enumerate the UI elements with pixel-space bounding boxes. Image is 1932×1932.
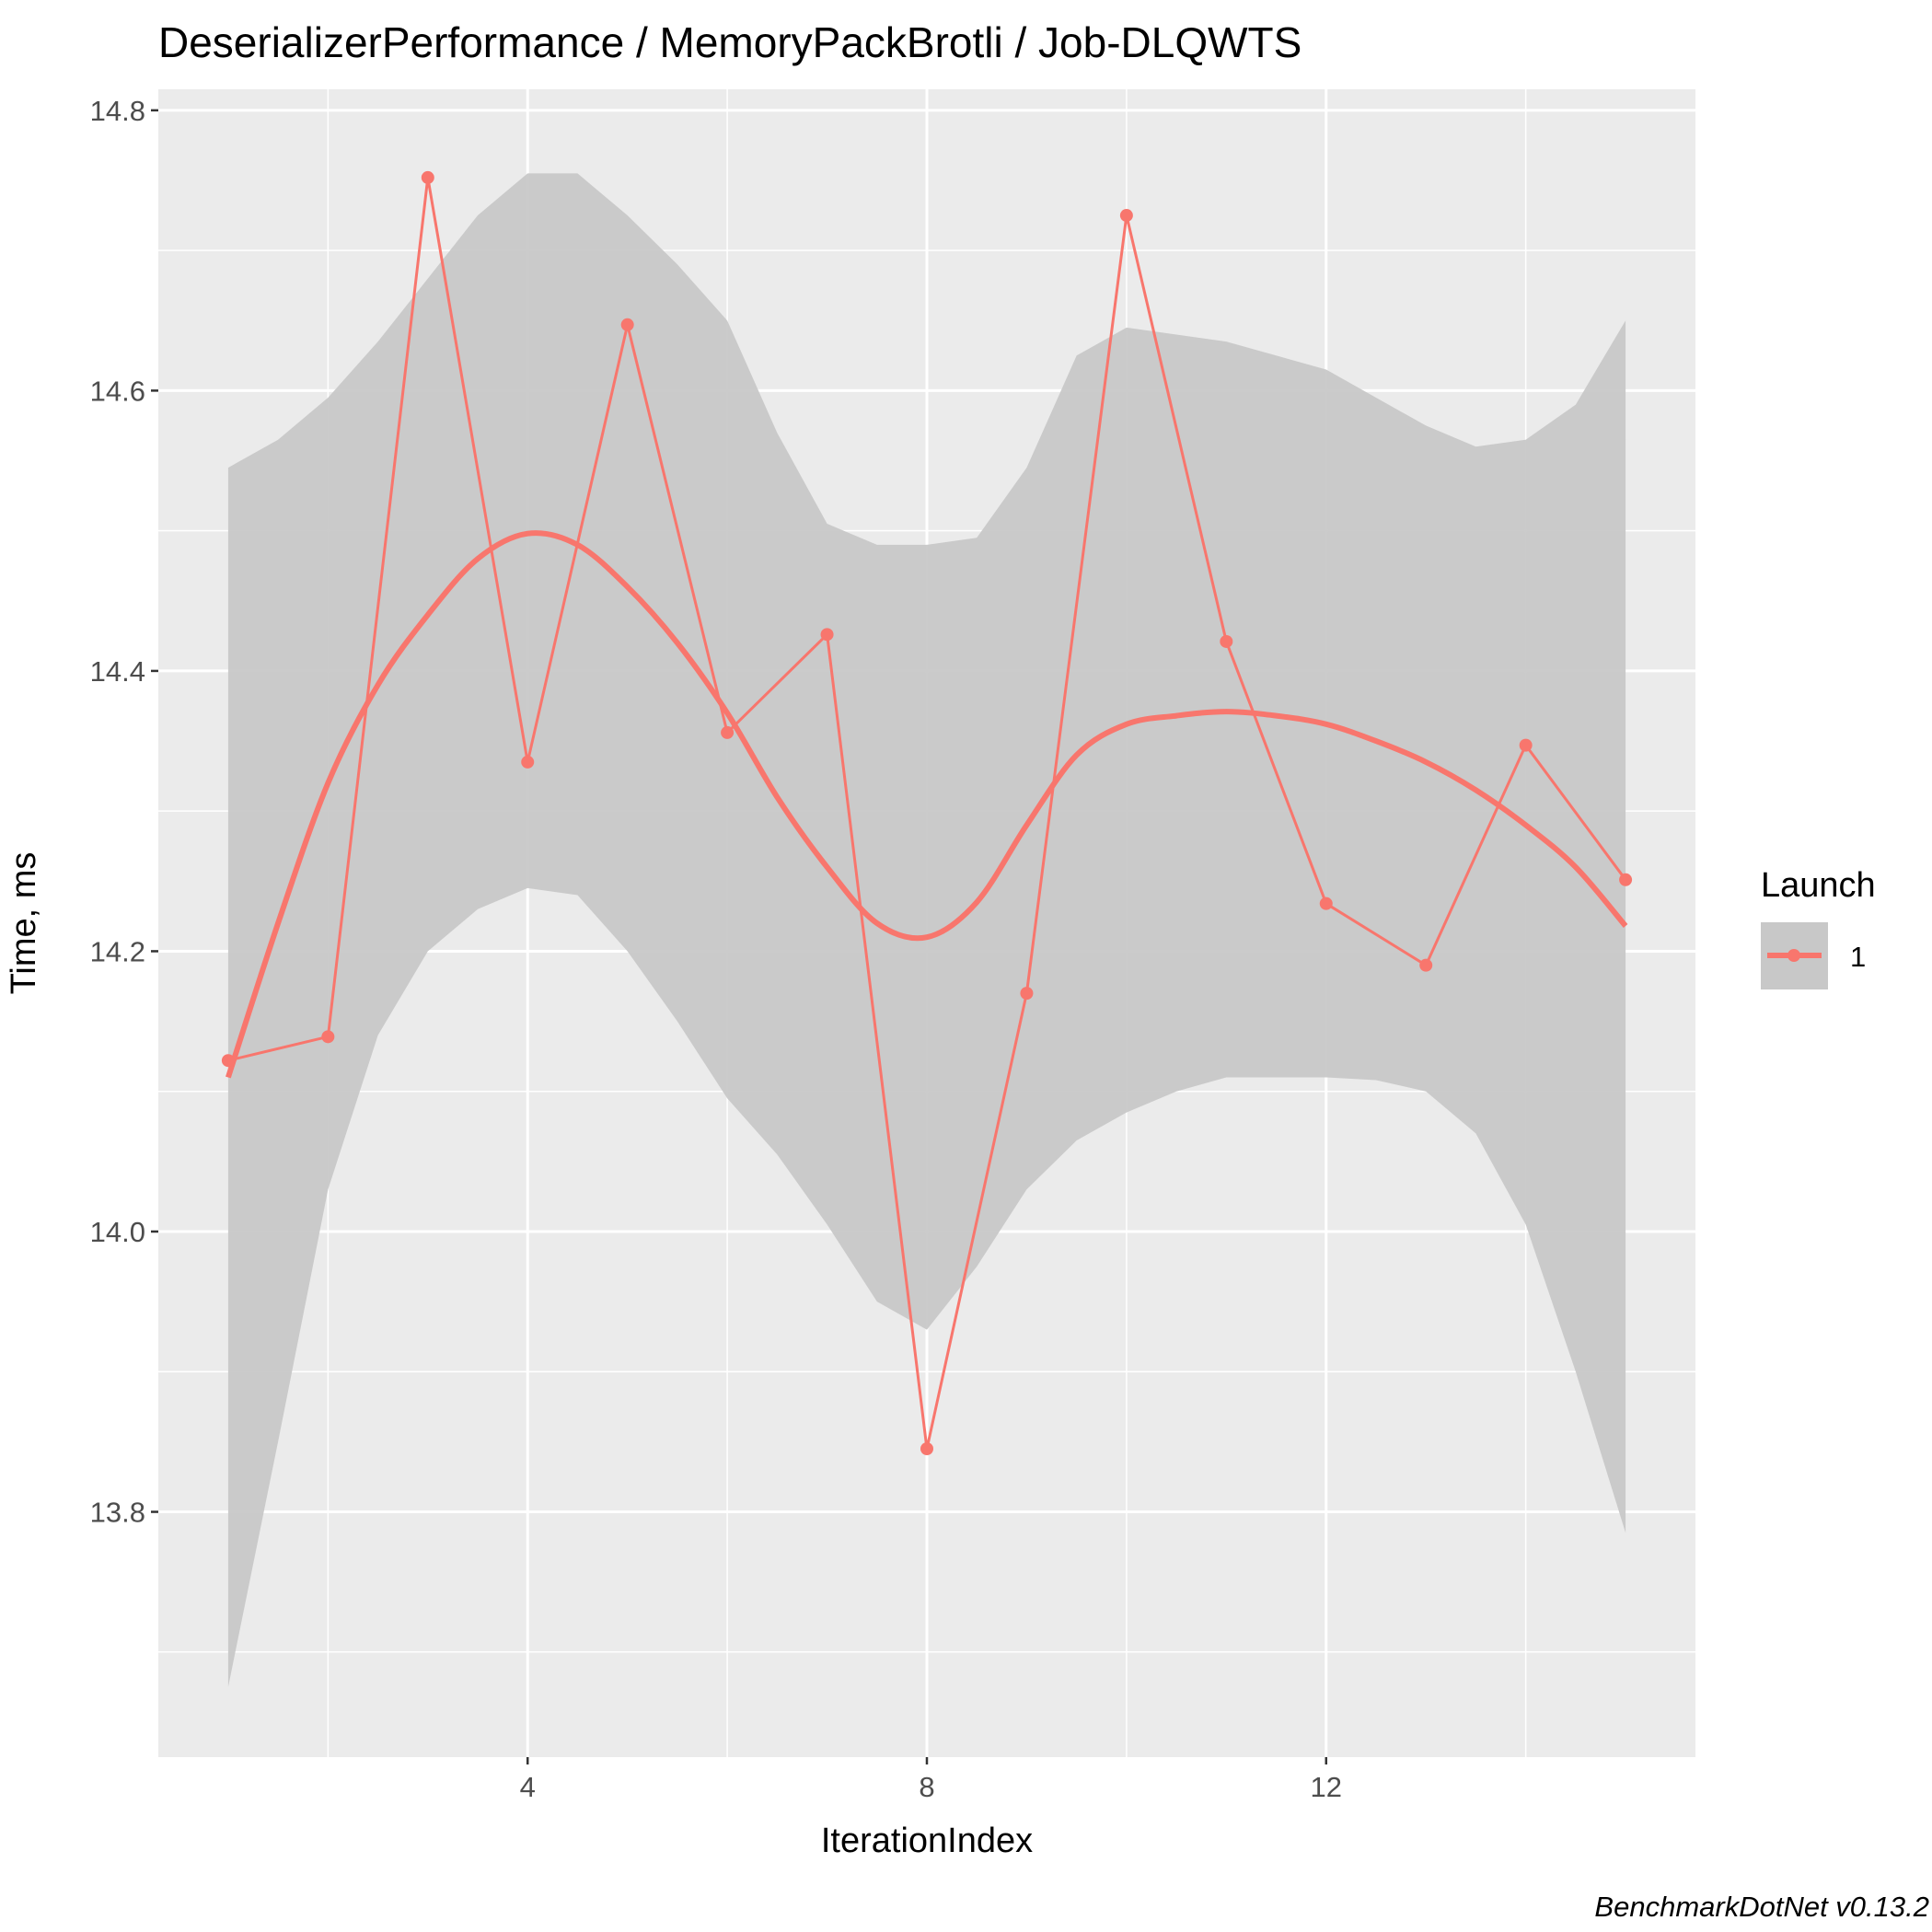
data-point xyxy=(1020,987,1034,1001)
confidence-band xyxy=(227,173,1626,1687)
data-point xyxy=(421,170,434,184)
y-tick-label: 14.0 xyxy=(90,1216,145,1248)
legend: Launch 1 xyxy=(1761,866,1876,989)
y-tick-label: 13.8 xyxy=(90,1497,145,1529)
x-axis-ticks: 4 8 12 xyxy=(520,1757,1342,1803)
data-point xyxy=(920,1442,933,1456)
data-point xyxy=(1619,873,1633,886)
legend-key-point xyxy=(1787,949,1800,962)
y-axis-ticks: 13.8 14.0 14.2 14.4 14.6 14.8 xyxy=(90,95,158,1529)
data-point xyxy=(521,755,535,769)
data-point xyxy=(620,318,634,331)
data-point xyxy=(721,725,735,739)
y-tick-label: 14.6 xyxy=(90,375,145,407)
legend-title: Launch xyxy=(1761,866,1876,905)
caption: BenchmarkDotNet v0.13.2 xyxy=(1594,1891,1929,1923)
y-axis-title: Time, ms xyxy=(5,852,43,995)
chart-title: DeserializerPerformance / MemoryPackBrot… xyxy=(158,18,1301,66)
data-point xyxy=(1419,958,1433,972)
y-tick-label: 14.2 xyxy=(90,935,145,967)
y-tick-label: 14.8 xyxy=(90,95,145,127)
smooth-line-1 xyxy=(226,530,1628,1079)
data-point xyxy=(1519,738,1533,752)
x-tick-label: 12 xyxy=(1311,1771,1342,1803)
x-axis-title: IterationIndex xyxy=(821,1822,1033,1860)
data-point xyxy=(221,1054,235,1068)
data-point xyxy=(1119,209,1133,223)
data-point xyxy=(1319,897,1333,910)
x-tick-label: 4 xyxy=(520,1771,536,1803)
legend-label: 1 xyxy=(1850,941,1866,973)
data-point xyxy=(1220,634,1233,648)
data-point xyxy=(820,628,834,642)
x-tick-label: 8 xyxy=(919,1771,934,1803)
data-points xyxy=(221,170,1633,1456)
data-point xyxy=(321,1030,335,1044)
y-tick-label: 14.4 xyxy=(90,655,145,688)
